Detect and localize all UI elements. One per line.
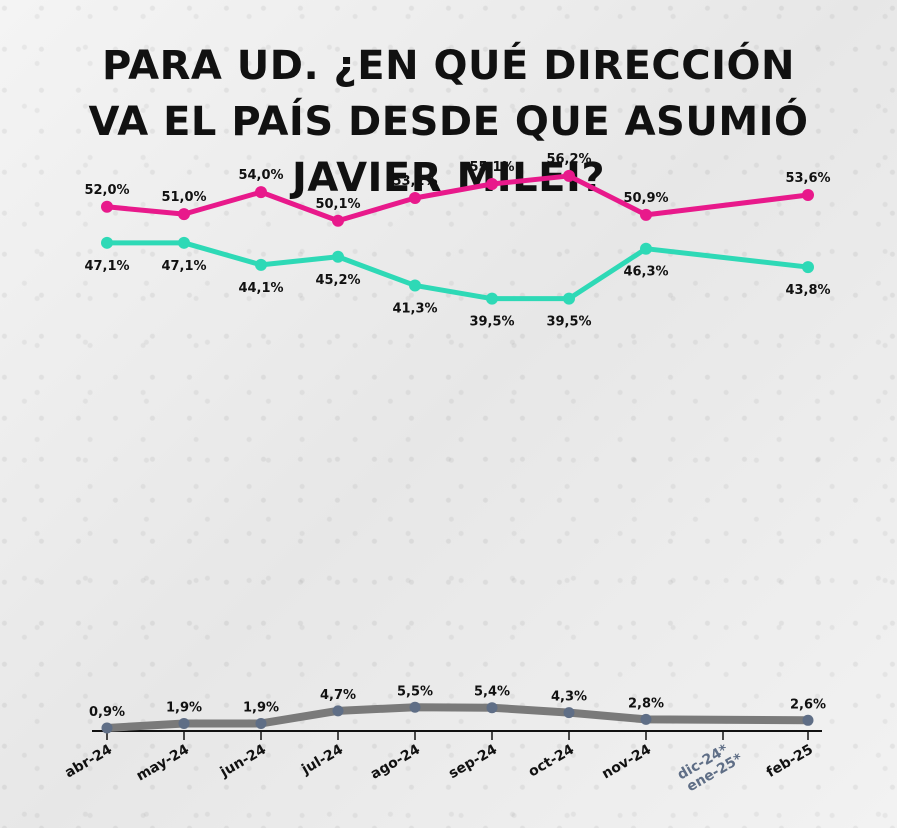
data-label-pink: 56,2% bbox=[546, 152, 591, 167]
data-point-gray bbox=[101, 722, 113, 734]
data-point-pink bbox=[486, 178, 498, 191]
data-point-teal bbox=[563, 292, 575, 305]
data-label-gray: 5,5% bbox=[397, 684, 433, 699]
x-tick-text: may-24 bbox=[134, 741, 192, 784]
data-label-gray: 2,8% bbox=[628, 696, 664, 711]
x-tick-text: abr-24 bbox=[62, 741, 115, 781]
data-point-teal bbox=[486, 292, 498, 305]
data-label-gray: 5,4% bbox=[474, 685, 510, 700]
data-point-teal bbox=[178, 236, 190, 249]
data-label-gray: 0,9% bbox=[89, 705, 125, 720]
data-label-gray: 4,3% bbox=[551, 690, 587, 705]
data-point-gray bbox=[640, 713, 652, 725]
chart-title: PARA UD. ¿EN QUÉ DIRECCIÓN VA EL PAÍS DE… bbox=[0, 38, 897, 206]
data-label-pink: 53,6% bbox=[785, 171, 830, 186]
data-point-pink bbox=[802, 189, 814, 202]
data-label-teal: 39,5% bbox=[469, 315, 514, 330]
data-point-gray bbox=[563, 707, 575, 719]
data-point-teal bbox=[255, 258, 267, 271]
x-tick-label: oct-24 bbox=[526, 741, 577, 780]
series-line-teal bbox=[104, 240, 811, 302]
x-tick-text: jul-24 bbox=[298, 741, 346, 778]
x-tick-text: oct-24 bbox=[526, 741, 577, 780]
data-label-pink: 51,0% bbox=[161, 190, 206, 205]
title-line-1: PARA UD. ¿EN QUÉ DIRECCIÓN bbox=[101, 43, 796, 89]
series-line-gray bbox=[103, 703, 812, 732]
data-label-teal: 45,2% bbox=[315, 273, 360, 288]
data-point-teal bbox=[332, 250, 344, 263]
data-label-gray: 4,7% bbox=[320, 688, 356, 703]
data-point-teal bbox=[640, 242, 652, 255]
data-label-teal: 41,3% bbox=[392, 301, 437, 316]
x-tick-label: jul-24 bbox=[298, 741, 346, 778]
data-point-gray bbox=[255, 717, 267, 729]
data-point-gray bbox=[486, 702, 498, 714]
data-label-gray: 1,9% bbox=[243, 700, 279, 715]
data-label-gray: 1,9% bbox=[166, 700, 202, 715]
data-point-teal bbox=[101, 236, 113, 249]
x-tick-label: nov-24 bbox=[599, 741, 654, 782]
data-point-pink bbox=[178, 208, 190, 221]
x-tick-label: abr-24 bbox=[62, 741, 115, 781]
data-label-pink: 53,2% bbox=[392, 174, 437, 189]
x-tick-text: jun-24 bbox=[217, 741, 269, 780]
data-point-gray bbox=[802, 714, 814, 726]
data-label-gray: 2,6% bbox=[790, 697, 826, 712]
data-label-pink: 50,9% bbox=[623, 191, 668, 206]
x-tick-label: dic-24*ene-25* bbox=[675, 741, 746, 795]
x-tick-label: may-24 bbox=[134, 741, 192, 784]
data-label-pink: 50,1% bbox=[315, 197, 360, 212]
data-label-pink: 54,0% bbox=[238, 168, 283, 183]
data-label-pink: 52,0% bbox=[84, 183, 129, 198]
data-point-pink bbox=[640, 208, 652, 221]
data-label-teal: 39,5% bbox=[546, 315, 591, 330]
data-point-pink bbox=[409, 191, 421, 204]
data-point-pink bbox=[563, 169, 575, 182]
data-label-teal: 43,8% bbox=[785, 283, 830, 298]
x-tick-text: ago-24 bbox=[368, 741, 423, 782]
x-tick-label: jun-24 bbox=[217, 741, 269, 780]
x-tick-label: ago-24 bbox=[368, 741, 423, 782]
data-point-gray bbox=[332, 705, 344, 717]
data-point-pink bbox=[332, 214, 344, 227]
data-label-teal: 47,1% bbox=[84, 259, 129, 274]
x-tick-text: sep-24 bbox=[446, 741, 500, 782]
x-tick-text: nov-24 bbox=[599, 741, 654, 782]
data-label-teal: 47,1% bbox=[161, 259, 206, 274]
title-line-2: VA EL PAÍS DESDE QUE ASUMIÓ bbox=[88, 99, 809, 145]
series-line-pink bbox=[104, 173, 811, 224]
data-point-pink bbox=[101, 200, 113, 213]
data-label-pink: 55,1% bbox=[469, 160, 514, 175]
data-point-gray bbox=[409, 701, 421, 713]
data-point-teal bbox=[802, 261, 814, 274]
x-tick-label: feb-25 bbox=[764, 742, 816, 781]
data-point-pink bbox=[255, 186, 267, 199]
x-tick-text: feb-25 bbox=[764, 742, 816, 781]
data-label-teal: 46,3% bbox=[623, 265, 668, 280]
data-point-gray bbox=[178, 717, 190, 729]
x-tick-label: sep-24 bbox=[446, 741, 500, 782]
data-label-teal: 44,1% bbox=[238, 281, 283, 296]
data-point-teal bbox=[409, 279, 421, 292]
